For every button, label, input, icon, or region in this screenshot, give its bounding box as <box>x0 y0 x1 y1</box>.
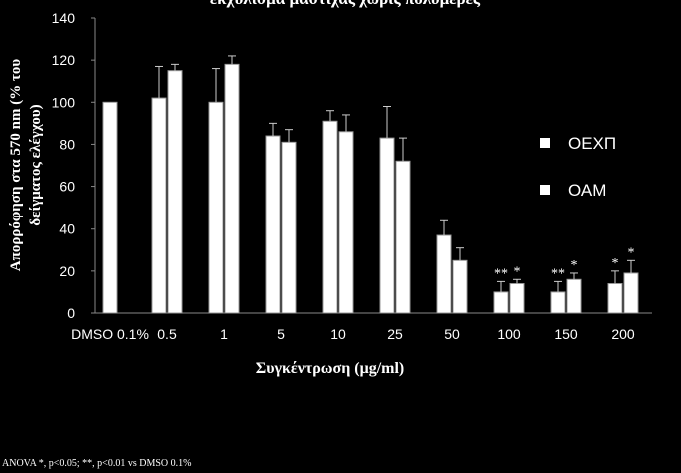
significance: * <box>612 256 619 271</box>
x-tick-label: 150 <box>554 326 578 342</box>
y-tick-label: 60 <box>59 179 75 195</box>
legend-marker <box>540 185 550 195</box>
y-tick-label: 140 <box>52 10 76 26</box>
x-tick-label: 10 <box>330 326 346 342</box>
x-tick-label: 5 <box>277 326 285 342</box>
bar <box>208 101 224 314</box>
bar <box>452 259 468 314</box>
bar <box>338 131 354 314</box>
bar <box>151 97 167 314</box>
bar <box>379 137 395 314</box>
x-tick-label: 1 <box>220 326 228 342</box>
bar <box>167 70 183 314</box>
footnote: ANOVA *, p<0.05; **, p<0.01 vs DMSO 0.1% <box>2 458 191 469</box>
x-tick-label: DMSO 0.1% <box>71 326 149 342</box>
legend-marker <box>540 138 550 148</box>
bar <box>102 101 118 314</box>
bar <box>509 283 525 314</box>
y-tick-label: 120 <box>52 52 76 68</box>
bar <box>265 135 281 314</box>
bar <box>436 234 452 314</box>
significance: * <box>514 264 521 279</box>
legend-label: ΟΕΧΠ <box>568 134 616 153</box>
y-tick-label: 80 <box>59 136 75 152</box>
bar <box>607 283 623 314</box>
significance: * <box>571 258 578 273</box>
y-tick-label: 100 <box>52 94 76 110</box>
bar <box>566 278 582 314</box>
bar <box>623 272 639 314</box>
x-tick-label: 200 <box>611 326 635 342</box>
legend-label: ΟΑΜ <box>568 181 606 200</box>
y-axis-label: Απορρόφηση στα 570 nm (% του <box>8 59 24 272</box>
x-axis-label: Συγκέντρωση (μg/ml) <box>256 360 404 377</box>
bar <box>395 160 411 314</box>
bar <box>322 120 338 314</box>
y-axis-label: δείγματος ελέγχου) <box>28 104 44 225</box>
y-tick-label: 0 <box>67 305 75 321</box>
bar <box>493 291 509 314</box>
y-tick-label: 40 <box>59 221 75 237</box>
bar <box>281 141 297 314</box>
significance: * <box>628 245 635 260</box>
significance: ** <box>494 266 508 281</box>
bar <box>224 63 240 314</box>
x-tick-label: 100 <box>497 326 521 342</box>
bar <box>550 291 566 314</box>
y-tick-label: 20 <box>59 263 75 279</box>
x-tick-label: 50 <box>444 326 460 342</box>
significance: ** <box>551 266 565 281</box>
x-tick-label: 25 <box>387 326 403 342</box>
x-tick-label: 0.5 <box>157 326 177 342</box>
chart-title: εκχύλισμα μαστίχας χωρίς πολυμερές <box>210 0 481 8</box>
